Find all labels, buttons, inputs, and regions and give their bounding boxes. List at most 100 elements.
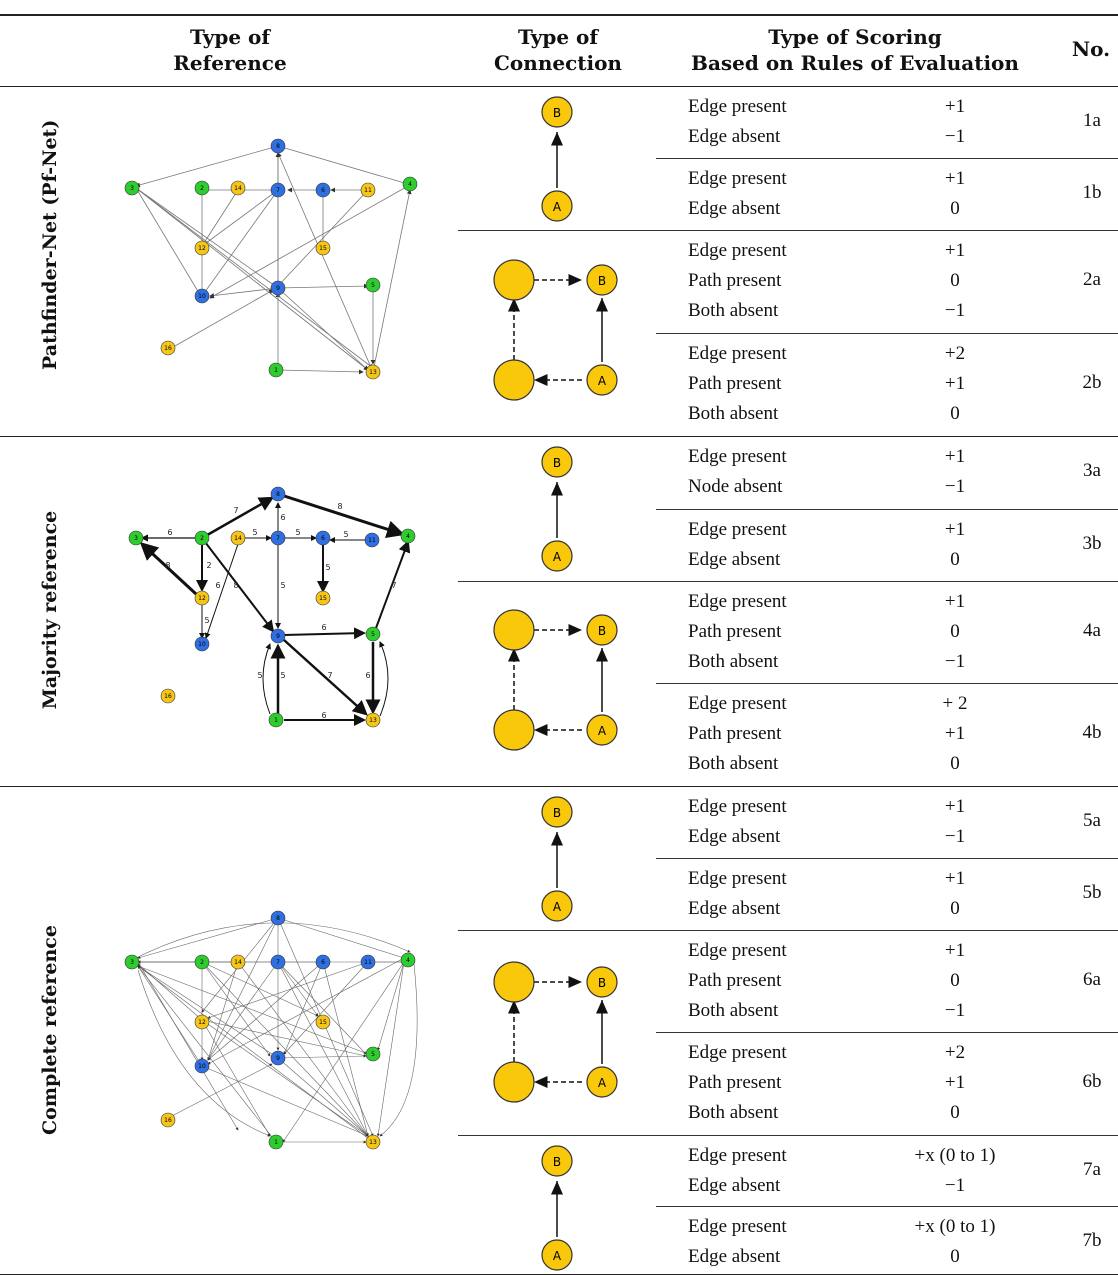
svg-text:8: 8 [233,581,238,590]
svg-text:5: 5 [371,631,375,638]
row-rule [458,1135,1118,1136]
top-rule [0,14,1118,16]
label-pathfinder-net: Pathfinder-Net (Pf-Net) [39,119,61,370]
svg-text:13: 13 [369,717,377,724]
rule-label: Edge present [688,796,787,817]
rule-score: 0 [950,753,960,774]
row-number: 6b [1082,1071,1102,1092]
rule-score: 0 [950,549,960,570]
pathfinder-net-graph: 8 3 2 14 7 6 11 4 12 15 10 9 5 16 1 13 [124,138,418,380]
svg-text:5: 5 [257,671,262,680]
rule-score: −1 [944,1000,966,1021]
rule-label: Edge present [688,168,787,189]
svg-text:1: 1 [274,717,278,724]
rule-label: Both absent [688,403,779,424]
svg-text:5: 5 [204,616,209,625]
row-number: 1a [1083,110,1101,131]
rule-score: −1 [944,826,966,847]
row-rule [656,1032,1118,1033]
rule-score: +1 [944,446,966,467]
svg-text:8: 8 [165,561,170,570]
row-rule [656,509,1118,510]
section-rule-1 [0,436,1118,437]
row-rule [656,158,1118,159]
node-b [586,966,618,998]
rule-label: Path present [688,621,782,642]
svg-text:6: 6 [321,187,325,194]
rule-label: Edge present [688,1042,787,1063]
node-b [586,614,618,646]
svg-text:15: 15 [319,1019,327,1026]
intermediate-node [493,609,535,651]
svg-text:16: 16 [164,1117,172,1124]
rule-label: Both absent [688,300,779,321]
svg-text:3: 3 [130,959,134,966]
svg-text:2: 2 [200,185,204,192]
svg-text:5: 5 [343,530,348,539]
svg-text:2: 2 [200,959,204,966]
svg-text:8: 8 [276,915,280,922]
svg-text:5: 5 [252,528,257,537]
svg-text:14: 14 [234,535,242,542]
connection-edge-or-path: B A [493,259,618,401]
rule-label: Both absent [688,1102,779,1123]
svg-text:7: 7 [276,535,280,542]
svg-text:11: 11 [364,187,372,194]
rule-label: Edge present [688,940,787,961]
svg-text:5: 5 [371,1051,375,1058]
connection-edge-or-path: B A [493,609,618,751]
svg-text:5: 5 [280,581,285,590]
rule-label: Edge present [688,240,787,261]
header-no: No. [1071,37,1111,61]
svg-text:4: 4 [408,181,412,188]
svg-text:12: 12 [198,245,206,252]
rule-score: +1 [944,723,966,744]
rule-label: Edge absent [688,898,781,919]
rule-label: Path present [688,270,782,291]
rule-label: Edge absent [688,549,781,570]
rule-score: +x (0 to 1) [914,1216,996,1237]
svg-text:9: 9 [276,285,280,292]
row-rule [656,858,1118,859]
rule-label: Edge present [688,591,787,612]
svg-text:A: A [598,374,607,388]
rule-label: Both absent [688,1000,779,1021]
rule-score: −1 [944,651,966,672]
rule-score: −1 [944,126,966,147]
rule-label: Path present [688,373,782,394]
row-rule [656,333,1118,334]
svg-text:6: 6 [365,671,370,680]
rule-score: +1 [944,796,966,817]
rule-label: Edge present [688,868,787,889]
complete-reference-graph: 8 3 2 14 7 6 11 4 12 15 10 9 5 16 1 13 [124,910,418,1150]
rule-score: +1 [944,168,966,189]
svg-text:8: 8 [337,502,342,511]
rule-score: −1 [944,300,966,321]
rule-score: +1 [944,1072,966,1093]
node-a [541,890,573,922]
svg-text:B: B [553,456,561,470]
svg-text:1: 1 [274,1139,278,1146]
svg-text:7: 7 [327,671,332,680]
rule-label: Edge absent [688,198,781,219]
svg-text:16: 16 [164,345,172,352]
row-number: 4a [1083,620,1101,641]
row-rule [656,1206,1118,1207]
svg-text:6: 6 [280,513,285,522]
rule-score: +1 [944,940,966,961]
svg-text:6: 6 [321,711,326,720]
rule-label: Edge absent [688,826,781,847]
svg-text:14: 14 [234,185,242,192]
header-reference: Type of Reference [173,25,287,75]
intermediate-node [493,709,535,751]
svg-text:6: 6 [321,535,325,542]
intermediate-node [493,359,535,401]
rule-label: Edge absent [688,126,781,147]
rule-score: 0 [950,621,960,642]
svg-text:3: 3 [134,535,138,542]
svg-text:A: A [553,200,562,214]
svg-text:6: 6 [215,581,220,590]
node-a [586,1066,618,1098]
rule-label: Path present [688,970,782,991]
